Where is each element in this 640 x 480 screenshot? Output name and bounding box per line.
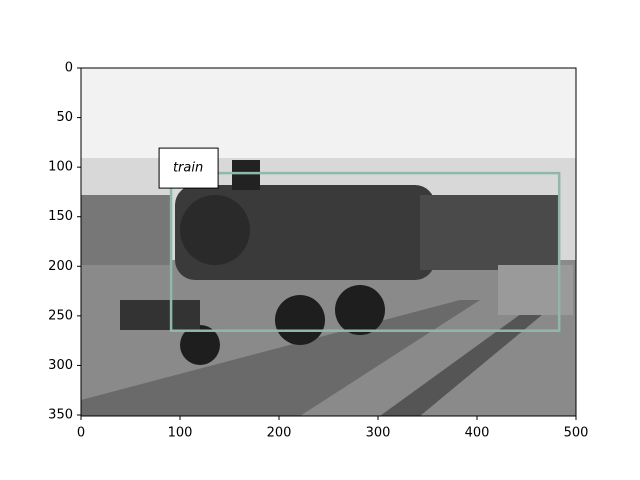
bounding-box: [169, 171, 561, 332]
x-tick-label: 500: [564, 426, 589, 441]
y-tick-label: 100: [48, 160, 73, 175]
y-tick-label: 50: [56, 110, 73, 125]
x-tick-label: 400: [465, 426, 490, 441]
x-tick-label: 200: [267, 426, 292, 441]
y-tick-label: 350: [48, 408, 73, 423]
x-tick-label: 300: [366, 426, 391, 441]
y-tick-label: 150: [48, 209, 73, 224]
box-label: train: [173, 161, 203, 176]
y-tick-label: 300: [48, 358, 73, 373]
axes-frame: [80, 67, 577, 417]
x-tick-label: 100: [168, 426, 193, 441]
label-box: [158, 147, 219, 189]
x-tick-label: 0: [77, 426, 85, 441]
photo: [81, 68, 576, 416]
y-tick-label: 200: [48, 259, 73, 274]
y-tick-label: 250: [48, 308, 73, 323]
y-tick-label: 0: [65, 61, 73, 76]
